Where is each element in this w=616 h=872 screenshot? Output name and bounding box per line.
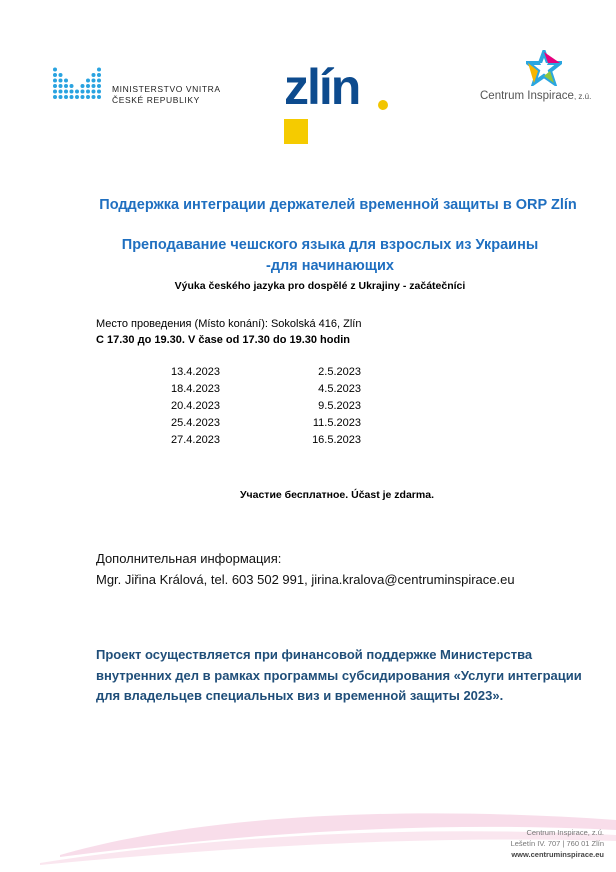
date: 11.5.2023 <box>312 417 361 429</box>
zlin-logo: zlín <box>284 59 361 115</box>
zlin-logo-dot <box>378 100 388 110</box>
venue: Место проведения (Místo konání): Sokolsk… <box>96 318 362 330</box>
logo-dot <box>53 95 57 99</box>
dates-column-2: 2.5.2023 4.5.2023 9.5.2023 11.5.2023 16.… <box>303 364 361 449</box>
logo-dot <box>97 84 101 88</box>
logo-dot <box>91 84 96 88</box>
logo-dot <box>80 84 85 88</box>
logo-dot <box>69 95 74 99</box>
logo-dot <box>64 78 68 83</box>
subtitle-czech: Výuka českého jazyka pro dospělé z Ukraj… <box>174 280 466 292</box>
zlin-logo-square <box>284 119 308 144</box>
logo-dot <box>91 73 96 77</box>
date: 20.4.2023 <box>171 400 220 412</box>
logo-dot <box>80 95 85 99</box>
date: 9.5.2023 <box>318 400 361 412</box>
centrum-name: Centrum Inspirace <box>480 90 574 102</box>
logo-dot <box>53 78 57 83</box>
time: С 17.30 до 19.30. V čase od 17.30 do 19.… <box>96 334 350 346</box>
logo-dot <box>58 84 63 88</box>
date: 25.4.2023 <box>171 417 220 429</box>
dates-column-1: 13.4.2023 18.4.2023 20.4.2023 25.4.2023 … <box>171 364 220 449</box>
date: 13.4.2023 <box>171 366 220 378</box>
logo-dot <box>53 89 57 94</box>
logo-dot <box>97 89 101 94</box>
venue-block: Место проведения (Místo konání): Sokolsk… <box>96 316 361 348</box>
date: 27.4.2023 <box>171 434 220 446</box>
logo-dot <box>86 89 90 94</box>
date: 2.5.2023 <box>318 366 361 378</box>
logo-dot <box>58 78 63 83</box>
ministry-line2: ČESKÉ REPUBLIKY <box>112 95 200 105</box>
centrum-suffix: , z.ú. <box>573 92 592 101</box>
page-title: Поддержка интеграции держателей временно… <box>99 197 577 213</box>
free-participation: Участие бесплатное. Účast je zdarma. <box>240 489 434 501</box>
logo-dot <box>91 95 96 99</box>
date: 16.5.2023 <box>312 434 361 446</box>
logo-dot <box>91 78 96 83</box>
centrum-logo-text: Centrum Inspirace, z.ú. <box>480 90 591 102</box>
ministry-logo-icon <box>53 67 101 99</box>
contact-block: Дополнительная информация: Mgr. Jiřina K… <box>96 548 515 590</box>
logo-dot <box>53 67 57 72</box>
logo-dot <box>75 95 79 99</box>
logo-dot <box>58 89 63 94</box>
footer-address: Centrum Inspirace, z.ú. Lešetín IV. 707 … <box>511 827 604 860</box>
logo-dot <box>58 95 63 99</box>
project-funding-note: Проект осуществляется при финансовой под… <box>96 647 582 703</box>
ministry-logo-text: MINISTERSTVO VNITRA ČESKÉ REPUBLIKY <box>112 84 221 106</box>
logo-dot <box>80 89 85 94</box>
logo-dot <box>97 78 101 83</box>
logo-dot <box>53 73 57 77</box>
logo-dot <box>64 95 68 99</box>
logo-dot <box>86 78 90 83</box>
logo-dot <box>86 95 90 99</box>
contact-label: Дополнительная информация: <box>96 551 282 566</box>
logo-dot <box>97 95 101 99</box>
decorative-wave <box>40 813 616 865</box>
subtitle: Преподавание чешского языка для взрослых… <box>121 237 539 274</box>
logo-dot <box>69 89 74 94</box>
logo-dot <box>91 89 96 94</box>
logo-dot <box>86 84 90 88</box>
logo-dot <box>97 73 101 77</box>
contact-details: Mgr. Jiřina Králová, tel. 603 502 991, j… <box>96 572 515 587</box>
logo-dot <box>75 89 79 94</box>
footer-website: www.centruminspirace.eu <box>511 850 604 859</box>
ministry-line1: MINISTERSTVO VNITRA <box>112 84 221 94</box>
logo-dot <box>97 67 101 72</box>
footer-org: Centrum Inspirace, z.ú. <box>526 828 604 837</box>
date: 4.5.2023 <box>318 383 361 395</box>
logo-dot <box>69 84 74 88</box>
date: 18.4.2023 <box>171 383 220 395</box>
star-logo-icon <box>526 50 562 86</box>
logo-dot <box>64 89 68 94</box>
logo-dot <box>53 84 57 88</box>
logo-dot <box>64 84 68 88</box>
footer-address-line: Lešetín IV. 707 | 760 01 Zlín <box>510 839 604 848</box>
logo-dot <box>58 73 63 77</box>
